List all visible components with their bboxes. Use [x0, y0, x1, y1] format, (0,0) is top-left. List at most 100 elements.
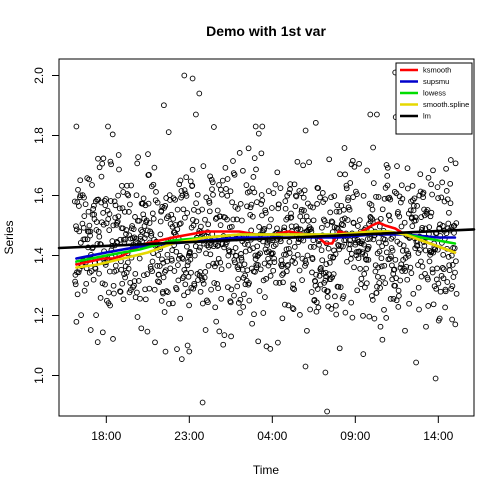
data-point [166, 300, 172, 307]
data-point [231, 171, 238, 178]
data-point [239, 217, 245, 224]
data-point [77, 177, 84, 184]
data-point [204, 242, 211, 249]
data-point [381, 306, 387, 313]
data-point [123, 227, 130, 233]
data-point [392, 256, 399, 263]
data-point [215, 242, 222, 249]
data-point [258, 150, 265, 157]
legend: ksmooth supsmu lowess smooth.spline lm [395, 62, 473, 135]
data-point [382, 236, 388, 243]
y-tick-label: 2.0 [32, 67, 46, 84]
data-point [360, 351, 367, 357]
data-point [71, 198, 78, 205]
data-point [324, 408, 330, 415]
data-point [92, 265, 99, 272]
data-point [402, 327, 408, 334]
data-point [388, 253, 394, 260]
data-point [389, 247, 396, 254]
data-point [404, 185, 411, 192]
data-point [87, 327, 94, 333]
data-point [275, 339, 281, 346]
data-point [199, 300, 206, 307]
data-point [155, 278, 161, 285]
data-point [262, 209, 269, 216]
data-point [315, 185, 321, 192]
data-point [263, 343, 270, 350]
data-point [295, 225, 301, 232]
smoother-lines [57, 221, 476, 269]
data-point [290, 306, 297, 312]
data-point [341, 215, 348, 222]
data-point [224, 176, 231, 182]
data-point [414, 203, 420, 209]
data-point [317, 194, 323, 201]
data-point [216, 182, 222, 188]
chart-title: Demo with 1st var [206, 23, 326, 39]
data-point [165, 129, 172, 135]
data-point [452, 321, 459, 328]
data-point [300, 162, 306, 169]
data-point [442, 304, 448, 311]
data-point [260, 310, 267, 316]
data-point [87, 228, 94, 235]
data-point [346, 206, 353, 213]
data-point [368, 215, 374, 221]
data-point [176, 255, 182, 262]
data-point [355, 223, 361, 229]
data-point [345, 197, 351, 204]
data-point [141, 272, 147, 279]
data-point [224, 192, 231, 199]
data-point [148, 183, 155, 190]
data-point [400, 242, 407, 249]
data-point [269, 205, 275, 211]
data-point [344, 258, 350, 265]
data-point [242, 272, 248, 279]
data-point [411, 195, 418, 202]
data-point [240, 167, 246, 174]
data-point [332, 251, 339, 257]
data-point [139, 228, 146, 235]
data-point [271, 255, 277, 262]
x-tick-label: 18:00 [91, 429, 121, 443]
data-point [138, 227, 144, 233]
data-point [290, 281, 297, 288]
data-point [326, 156, 333, 163]
data-point [443, 188, 450, 194]
data-point [237, 296, 244, 303]
data-point [274, 169, 281, 176]
data-point [399, 247, 406, 254]
data-point [152, 339, 158, 346]
data-point [209, 179, 216, 186]
data-point [97, 295, 104, 301]
data-point [357, 265, 363, 272]
data-point [112, 214, 119, 221]
data-point [153, 189, 159, 195]
data-point [433, 285, 440, 292]
data-point [358, 281, 364, 287]
data-point [280, 279, 286, 286]
data-point [211, 124, 217, 130]
data-point [185, 273, 192, 280]
data-point [407, 207, 414, 214]
data-point [127, 235, 134, 242]
data-point [255, 252, 262, 258]
data-point [259, 197, 266, 204]
data-point [235, 276, 241, 282]
data-point [283, 268, 290, 275]
data-point [134, 314, 141, 320]
data-point [201, 274, 208, 281]
data-point [235, 266, 242, 273]
data-point [82, 201, 89, 208]
data-point [247, 247, 253, 253]
data-point [95, 155, 101, 162]
data-point [282, 198, 289, 204]
data-point [447, 180, 454, 187]
data-point [352, 241, 359, 248]
data-point [275, 205, 282, 212]
data-point [444, 279, 451, 285]
data-point [202, 216, 208, 223]
data-point [379, 206, 386, 213]
data-point [355, 255, 362, 262]
data-point [377, 215, 384, 222]
